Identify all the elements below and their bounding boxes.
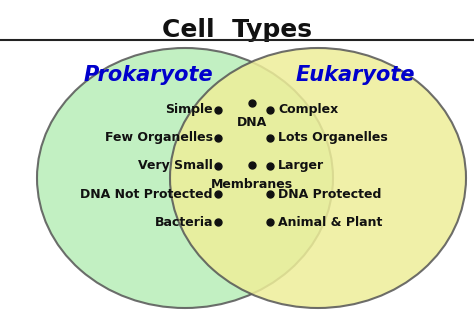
Text: Larger: Larger [278, 160, 324, 173]
Text: Lots Organelles: Lots Organelles [278, 132, 388, 145]
Ellipse shape [170, 48, 466, 308]
Text: Cell  Types: Cell Types [162, 18, 312, 42]
Text: Membranes: Membranes [211, 178, 293, 191]
Text: Very Small: Very Small [138, 160, 213, 173]
Text: Simple: Simple [165, 103, 213, 116]
Text: Prokaryote: Prokaryote [83, 65, 213, 85]
Text: DNA Not Protected: DNA Not Protected [81, 188, 213, 201]
Text: Few Organelles: Few Organelles [105, 132, 213, 145]
Text: DNA: DNA [237, 116, 267, 129]
Text: Eukaryote: Eukaryote [295, 65, 415, 85]
Ellipse shape [37, 48, 333, 308]
Text: DNA Protected: DNA Protected [278, 188, 382, 201]
Text: Complex: Complex [278, 103, 338, 116]
Text: Bacteria: Bacteria [155, 215, 213, 228]
Text: Animal & Plant: Animal & Plant [278, 215, 383, 228]
